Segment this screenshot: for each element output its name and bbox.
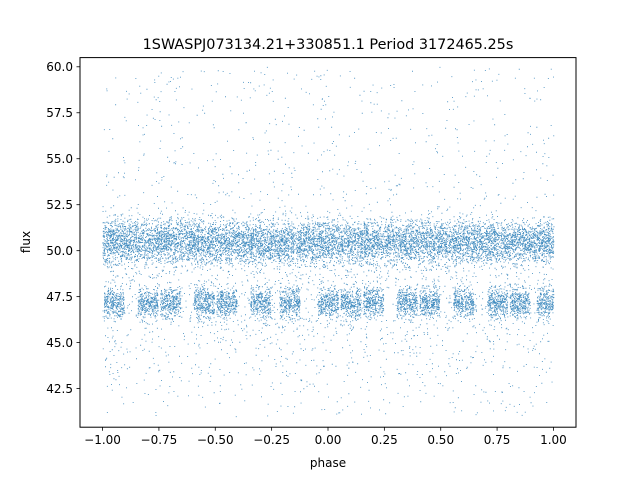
x-tick-label: −0.75 [141,433,178,447]
y-axis-title: flux [19,231,33,253]
x-tick-label: 0.75 [484,433,511,447]
data-points [102,66,555,418]
x-tick-label: 0.50 [427,433,454,447]
y-tick-label: 47.5 [46,290,73,304]
y-tick-label: 45.0 [46,336,73,350]
x-tick-label: −1.00 [84,433,121,447]
x-axis: −1.00 −0.75 −0.50 −0.25 0.00 0.25 0.50 0.75 1.00 [84,427,567,447]
x-tick-label: 1.00 [540,433,567,447]
x-axis-title: phase [310,456,346,470]
x-tick-label: −0.50 [197,433,234,447]
y-tick-label: 52.5 [46,198,73,212]
x-tick-label: 0.25 [371,433,398,447]
scatter-points [102,66,555,418]
y-tick-label: 42.5 [46,382,73,396]
y-tick-label: 55.0 [46,152,73,166]
y-tick-label: 50.0 [46,244,73,258]
y-axis: 42.5 45.0 47.5 50.0 52.5 55.0 57.5 60.0 [46,60,80,396]
chart-title: 1SWASPJ073134.21+330851.1 Period 3172465… [143,37,514,53]
y-tick-label: 60.0 [46,60,73,74]
x-tick-label: −0.25 [253,433,290,447]
y-tick-label: 57.5 [46,106,73,120]
x-tick-label: 0.00 [315,433,342,447]
